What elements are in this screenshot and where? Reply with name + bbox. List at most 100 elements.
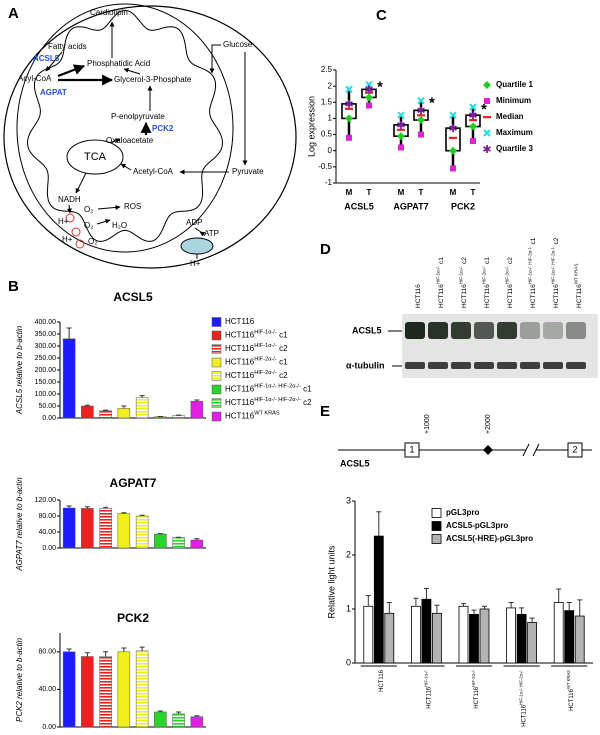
lane-label-superscript: HIF-2α-/- [482, 265, 487, 284]
error-bar [434, 604, 440, 614]
lane-label-superscript: HIF-1α-/- [436, 265, 441, 284]
error-bar [461, 603, 466, 607]
y-tick-label: -0.5 [318, 162, 332, 171]
band [405, 362, 425, 369]
group-label: PCK2 [451, 201, 475, 211]
x-tick-label-main: HCT116 [521, 704, 527, 727]
x-tick-label-superscript: HIF-2α-/- [471, 669, 476, 686]
atp-synthase [180, 237, 214, 255]
y-tick-label: 2 [328, 81, 333, 90]
exon-label: 2 [572, 444, 577, 454]
error-bar [508, 602, 514, 608]
panel-label: B [8, 278, 19, 295]
y-tick-label: 40.00 [38, 529, 56, 536]
legend-label: HCT116HIF-1α-/- c2 [225, 344, 288, 353]
legend-label: ACSL5-pGL3pro [446, 521, 508, 530]
lane-label-suffix: c1 [438, 257, 445, 264]
band [405, 322, 425, 339]
error-bar [376, 511, 382, 537]
y-tick-label: 0 [328, 146, 333, 155]
legend-swatch [431, 508, 442, 518]
bar [99, 656, 112, 728]
metabolite-label: Glycerol-3-Phosphate [114, 75, 192, 84]
significance: * [429, 95, 435, 112]
x-tick-label-main: HCT116 [378, 669, 384, 692]
metabolite-label: H+ [190, 259, 201, 268]
y-tick-label: 200.00 [35, 367, 57, 374]
blot-row-label: α-tubulin [346, 360, 385, 370]
legend-label-main: HCT116 [225, 331, 255, 340]
lane-label-superscript: HIF-1α-/- HIF-2α-/- [551, 246, 556, 284]
arrow [209, 44, 221, 74]
error-bar [84, 404, 90, 406]
x-tick-label-superscript: HIF-1α-/- [423, 669, 428, 686]
legend-swatch [211, 317, 222, 327]
bar [506, 607, 517, 664]
legend-label-main: HCT116 [225, 371, 255, 380]
x-tick-label-superscript: HIF-1α-/- HIF-2α-/- [519, 669, 524, 704]
legend-label: ACSL5(-HRE)-pGL3pro [446, 534, 533, 543]
x-tick-label: HCT116HIF-2α-/- [471, 669, 480, 708]
legend-label-superscript: WT KRAS [254, 411, 280, 417]
lane-label-superscript: HIF-1α-/- HIF-2α-/- [528, 246, 533, 284]
chart-title: PCK2 [117, 611, 149, 625]
bar [99, 508, 112, 549]
metabolite-label: NADH [58, 195, 81, 204]
metabolite-label: ADP [186, 218, 202, 227]
error-bar [84, 652, 90, 657]
min-marker [366, 102, 372, 109]
bar [431, 612, 442, 664]
min-marker [398, 144, 404, 151]
x-tick-label: HCT116WT KRAS [566, 670, 575, 711]
legend-label-suffix: c1 [303, 385, 312, 394]
band [474, 322, 494, 339]
metabolite-label: Acyl-CoA [18, 74, 52, 83]
gene-map: 1 2 +1000 +2000 ACSL5 [338, 414, 592, 468]
bar [527, 622, 537, 664]
legend-label: HCT116HIF-2α-/- c1 [225, 357, 288, 366]
metabolite-label: H₂O [112, 221, 127, 230]
arrow [109, 138, 121, 144]
lane-label-main: HCT116 [461, 284, 468, 308]
min-marker [346, 134, 352, 141]
band [566, 362, 586, 369]
bar [62, 338, 76, 419]
arrow [66, 204, 72, 214]
lane-label-main: HCT116 [576, 284, 583, 308]
x-tick-label: M [346, 188, 353, 197]
median-marker [483, 116, 491, 119]
lane-label-main: HCT116 [553, 284, 560, 308]
error-bar [423, 587, 429, 600]
max-marker [417, 96, 425, 105]
bar [421, 598, 432, 664]
error-bar [519, 607, 525, 615]
error-bar [66, 505, 72, 508]
metabolite-label: Oxaloacetate [106, 136, 154, 145]
error-bar [103, 409, 109, 411]
y-tick-label: 300.00 [35, 343, 57, 350]
cell-membrane [3, 5, 297, 269]
q1-marker [365, 93, 373, 102]
exon [567, 442, 583, 458]
panel-label: A [8, 5, 19, 22]
position-label: +1000 [424, 414, 431, 434]
q1-marker [449, 146, 457, 155]
y-tick-label: 120.00 [35, 497, 57, 504]
bar [564, 610, 575, 664]
error-bar [566, 602, 572, 611]
band [543, 362, 563, 369]
y-tick-label: 3 [346, 495, 351, 505]
error-bar [139, 514, 145, 516]
y-tick-label: -1 [325, 178, 333, 187]
lane-label: HCT116WT KRAS [574, 264, 583, 308]
complex [65, 213, 75, 223]
y-tick-label: 100.00 [35, 391, 57, 398]
metabolite-label: Acetyl-CoA [133, 167, 174, 176]
legend-label-superscript: HIF-1α-/- HIF-2α-/- [254, 384, 301, 390]
arrow [120, 163, 132, 171]
exon-label: 1 [409, 444, 414, 454]
y-axis-label: ACSL5 relative to b-actin [15, 325, 24, 415]
lane-label-suffix: c2 [507, 257, 514, 264]
error-bar [413, 597, 419, 607]
y-tick-label: 80.00 [38, 649, 56, 656]
